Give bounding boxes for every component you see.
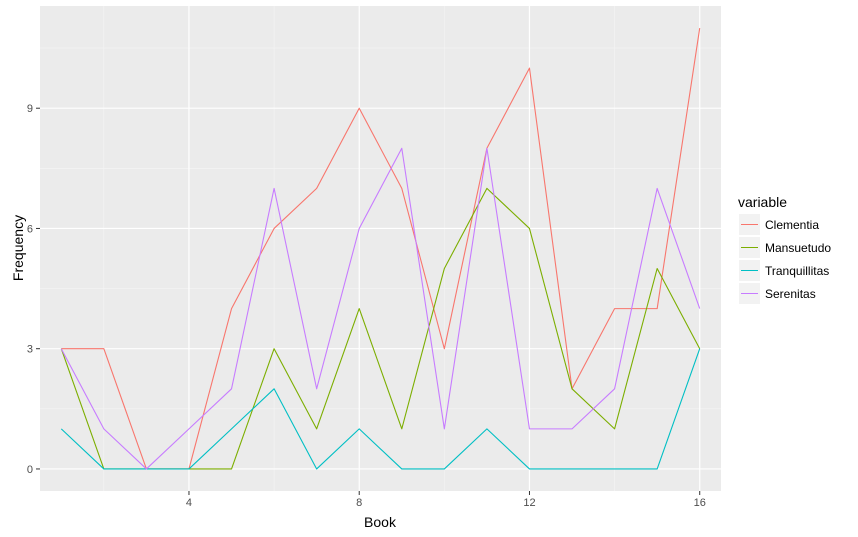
legend-item-tranquillitas: Tranquillitas: [739, 260, 829, 281]
legend-label: Clementia: [765, 218, 819, 232]
y-tick-label: 0: [27, 464, 33, 476]
y-tick-label: 9: [27, 103, 33, 115]
x-tick-label: 12: [523, 497, 535, 509]
legend-item-clementia: Clementia: [739, 214, 819, 235]
legend-title: variable: [738, 194, 787, 210]
series-lines: [60, 27, 701, 470]
y-axis: 0 3 6 9: [27, 103, 40, 476]
legend: variable Clementia Mansuetudo Tranquillita…: [738, 194, 831, 304]
x-tick-label: 8: [356, 497, 362, 509]
y-tick-label: 3: [27, 344, 33, 356]
legend-label: Mansuetudo: [765, 241, 831, 255]
x-axis-title: Book: [364, 514, 397, 530]
y-axis-title: Frequency: [10, 215, 26, 281]
series-line-tranquillitas: [60, 348, 701, 470]
legend-item-mansuetudo: Mansuetudo: [739, 237, 831, 258]
legend-label: Tranquillitas: [765, 264, 829, 278]
x-tick-label: 4: [186, 497, 192, 509]
y-tick-label: 6: [27, 223, 33, 235]
legend-label: Serenitas: [765, 287, 816, 301]
x-tick-label: 16: [694, 497, 706, 509]
legend-item-serenitas: Serenitas: [739, 283, 816, 304]
minor-gridlines: [40, 6, 721, 491]
series-line-serenitas: [60, 147, 701, 470]
plot-panel: [40, 6, 721, 491]
x-axis: 4 8 12 16: [186, 491, 706, 509]
